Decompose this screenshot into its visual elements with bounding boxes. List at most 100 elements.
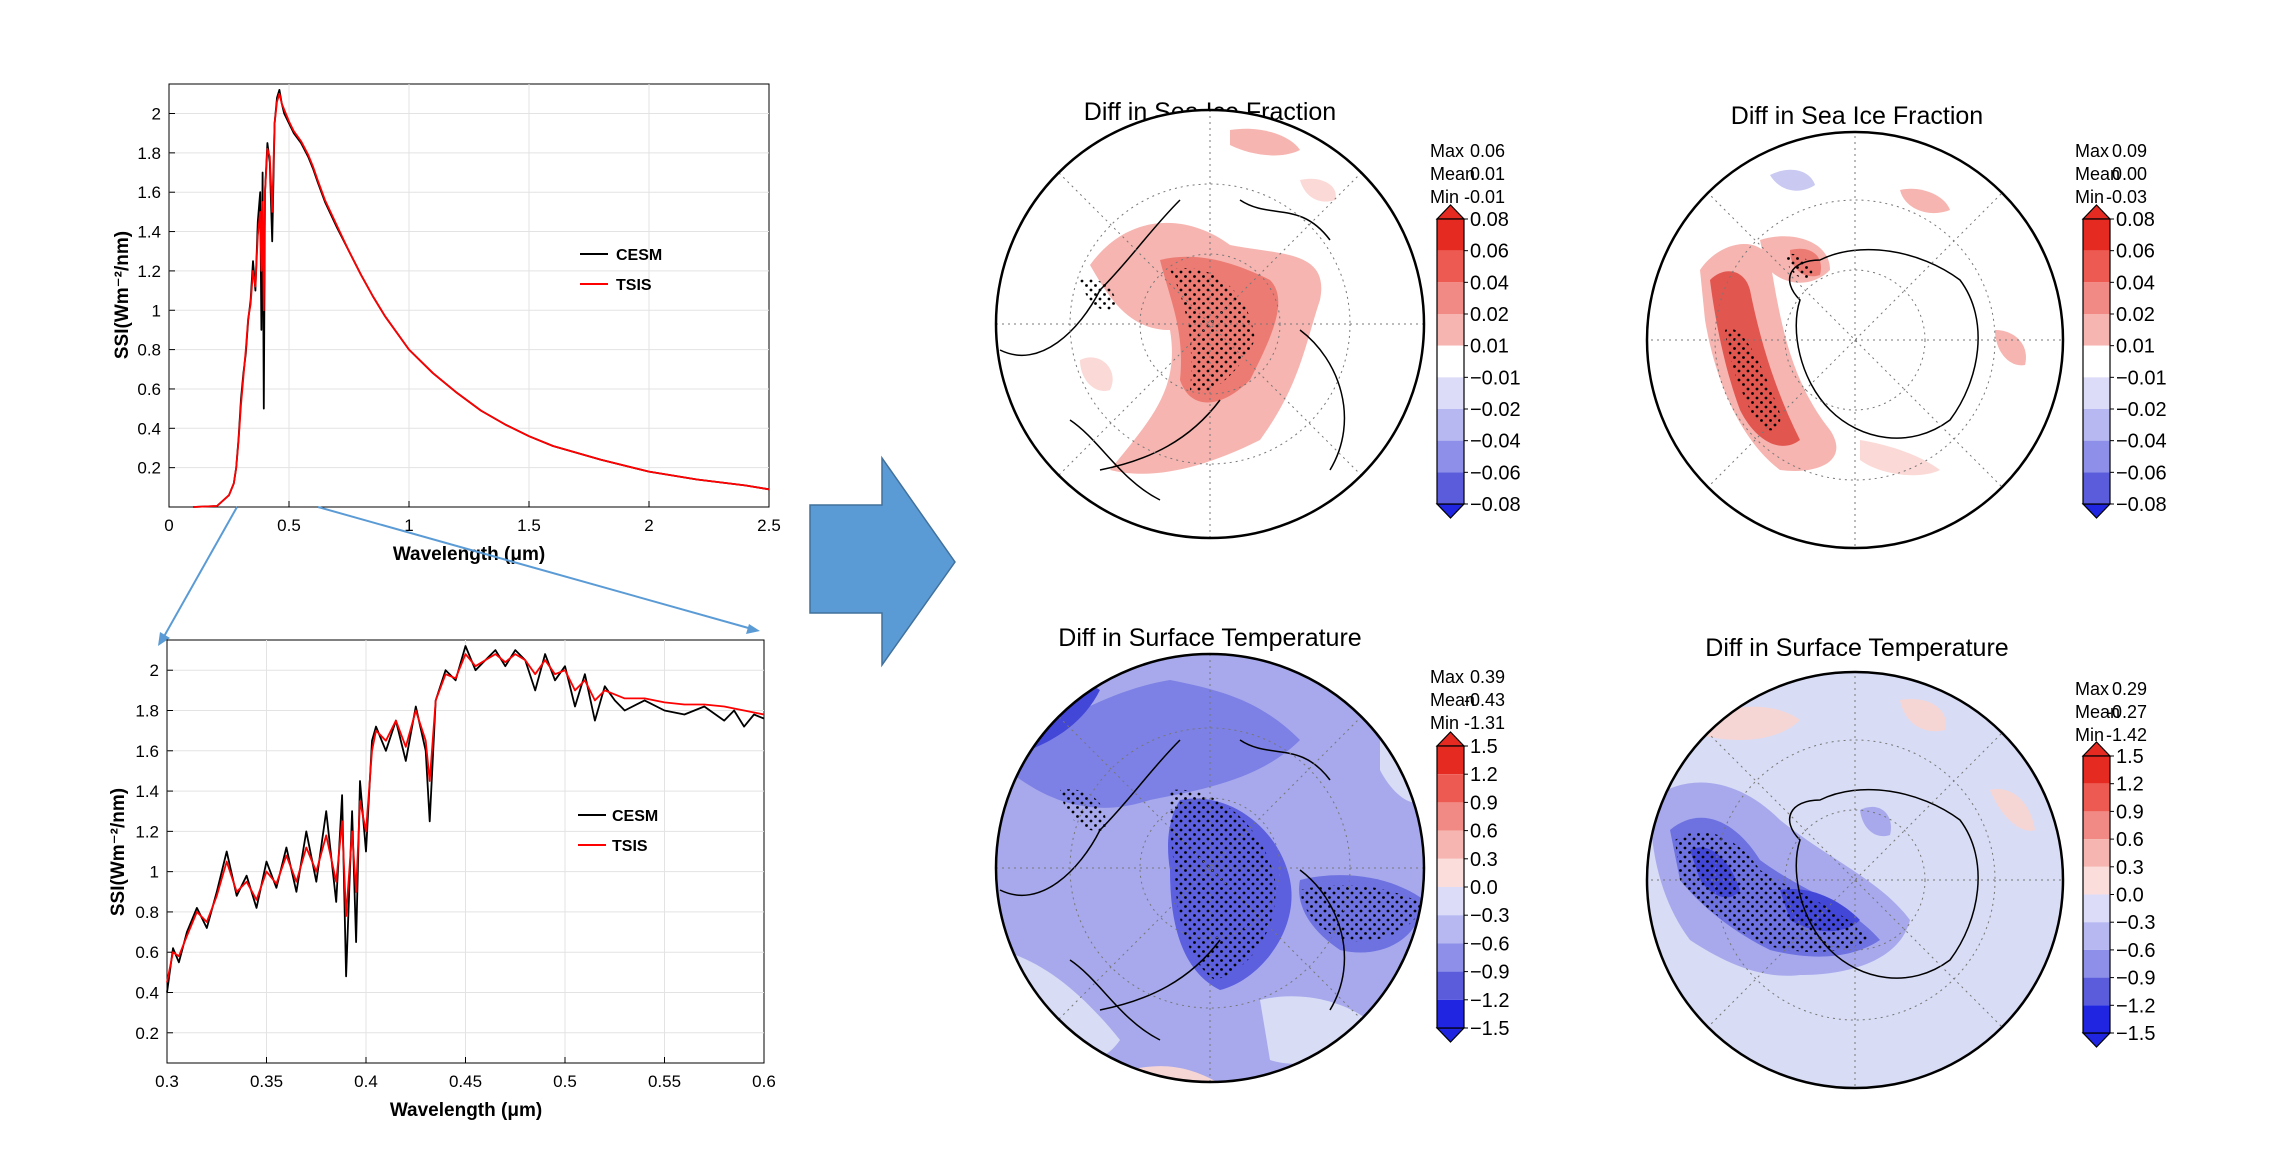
colorbar-segment <box>2083 866 2110 895</box>
colorbar-segment <box>1437 943 1464 972</box>
colorbar-label: −1.2 <box>2116 995 2155 1017</box>
colorbar-segment <box>1437 377 1464 409</box>
map-field <box>1647 672 2063 1088</box>
colorbar-segment <box>2083 377 2110 409</box>
colorbar-segment <box>1437 858 1464 887</box>
map-border <box>1645 130 2065 550</box>
colorbar-label: −0.04 <box>2116 431 2167 453</box>
colorbar-segment <box>1437 971 1464 1000</box>
colorbar-extend-max <box>2081 204 2112 220</box>
zoom-line-left <box>161 506 238 641</box>
colorbar-segment <box>2083 472 2110 504</box>
stat-label: Max <box>1430 141 1464 161</box>
grid <box>167 640 764 1063</box>
map-sh-seaice: Diff in Sea Ice Fraction Max 0.09 Mean 0… <box>1645 102 2167 550</box>
colorbar-label: 0.02 <box>1470 304 1509 326</box>
colorbar-frame <box>2082 218 2111 505</box>
zoom-line-right <box>317 506 753 630</box>
stat-value: -0.27 <box>2106 702 2147 722</box>
colorbar-label: 0.04 <box>1470 272 1509 294</box>
colorbar-label: 0.06 <box>1470 241 1509 263</box>
stat-label: Min <box>2075 187 2104 207</box>
stat-value: -1.42 <box>2106 725 2147 745</box>
colorbar-segment <box>2083 345 2110 378</box>
colorbar-extend-min <box>1435 1027 1466 1043</box>
map-nh-temp: Diff in Surface Temperature Max 0.39 Mea… <box>994 624 1509 1084</box>
colorbar: 0.08 0.06 0.04 0.02 0.01 −0.01 −0.02 −0.04 −0.06… <box>2081 204 2167 519</box>
colorbar-segment <box>2083 949 2110 978</box>
colorbar-label: −0.9 <box>2116 968 2155 990</box>
colorbar-label: −0.9 <box>1470 962 1509 984</box>
colorbar-segment <box>1437 219 1464 251</box>
colorbar-segment <box>2083 839 2110 867</box>
x-tick-label: 1.5 <box>517 516 541 535</box>
legend-label-cesm: CESM <box>616 247 662 264</box>
x-tick-label: 0.45 <box>449 1072 482 1091</box>
map-border <box>994 108 1426 540</box>
x-axis-label: Wavelength (μm) <box>393 544 545 565</box>
colorbar-label: −0.06 <box>1470 462 1521 484</box>
colorbar-label: −1.2 <box>1470 990 1509 1012</box>
map-title: Diff in Surface Temperature <box>1058 624 1361 652</box>
map-field <box>996 110 1424 538</box>
colorbar-segment <box>2083 756 2110 784</box>
colorbar-segment <box>2083 977 2110 1006</box>
colorbar-label: 1.2 <box>1470 764 1498 786</box>
colorbar-extend-max <box>1435 204 1466 220</box>
y-tick-label: 1 <box>152 301 161 320</box>
y-tick-label: 0.6 <box>137 380 161 399</box>
series-line-tsis <box>192 92 770 508</box>
y-axis-label: SSI(Wm⁻²/nm) <box>108 788 129 916</box>
colorbar: 1.5 1.2 0.9 0.6 0.3 0.0 −0.3 −0.6 −0.9 −1.2 −1.5 <box>1435 731 1509 1043</box>
y-tick-label: 1.4 <box>135 782 159 801</box>
series-line-tsis <box>166 653 765 983</box>
y-tick-label: 1.2 <box>135 822 159 841</box>
colorbar-label: −0.6 <box>2116 940 2155 962</box>
colorbar-label: 0.01 <box>1470 336 1509 358</box>
colorbar-segment <box>2083 282 2110 314</box>
y-tick-label: 1.4 <box>137 223 161 242</box>
y-ticks: 0.2 0.4 0.6 0.8 1 1.2 1.4 1.6 1.8 2 <box>137 105 175 478</box>
legend-label-tsis: TSIS <box>616 277 652 294</box>
stat-label: Max <box>2075 141 2109 161</box>
colorbar-segment <box>1437 472 1464 504</box>
legend-label-cesm: CESM <box>612 808 658 825</box>
grid <box>169 84 769 507</box>
stat-value: -1.31 <box>1464 713 1505 733</box>
colorbar-label: 0.3 <box>1470 849 1498 871</box>
colorbar-segment <box>2083 219 2110 251</box>
series <box>192 89 770 508</box>
x-ticks: 0 0.5 1 1.5 2 2.5 <box>164 501 781 535</box>
colorbar-segment <box>1437 314 1464 346</box>
x-tick-label: 0.3 <box>155 1072 179 1091</box>
colorbar: 0.08 0.06 0.04 0.02 0.01 −0.01 −0.02 −0.04 −0.06… <box>1435 204 1521 519</box>
chart-ssi-full: 0 0.5 1 1.5 2 2.5 0.20.40.60.811.21.41.61.82 … <box>112 83 781 565</box>
y-tick-label: 1.6 <box>137 183 161 202</box>
stats: Max 0.06 Mean 0.01 Min -0.01 <box>1430 141 1505 207</box>
colorbar-label: −0.04 <box>1470 431 1521 453</box>
colorbar-label: −0.3 <box>1470 905 1509 927</box>
colorbar-segment <box>1437 345 1464 378</box>
stat-value: -0.03 <box>2106 187 2147 207</box>
y-tick-label: 0.2 <box>135 1024 159 1043</box>
colorbar-label: −0.08 <box>1470 494 1521 516</box>
colorbar-label: −1.5 <box>2116 1023 2155 1045</box>
stat-value: -0.01 <box>1464 187 1505 207</box>
y-tick-label: 0.6 <box>135 943 159 962</box>
colorbar-segment <box>2083 409 2110 441</box>
stat-value: 0.01 <box>1470 164 1505 184</box>
y-tick-label: 0.4 <box>135 984 159 1003</box>
colorbar-segment <box>1437 774 1464 803</box>
colorbar-label: 0.3 <box>2116 857 2144 879</box>
stat-label: Mean <box>2075 164 2120 184</box>
x-tick-label: 2.5 <box>757 516 781 535</box>
map-sh-temp: Diff in Surface Temperature Max 0.29 Mea… <box>1645 634 2155 1090</box>
colorbar-label: 0.08 <box>1470 209 1509 231</box>
stats: Max 0.29 Mean -0.27 Min -1.42 <box>2075 679 2147 745</box>
y-tick-label: 1 <box>150 863 159 882</box>
map-title: Diff in Sea Ice Fraction <box>1731 102 1983 130</box>
map-field <box>996 654 1424 1082</box>
colorbar-segment <box>1437 746 1464 775</box>
x-tick-label: 0.5 <box>277 516 301 535</box>
colorbar-label: −0.02 <box>2116 399 2167 421</box>
